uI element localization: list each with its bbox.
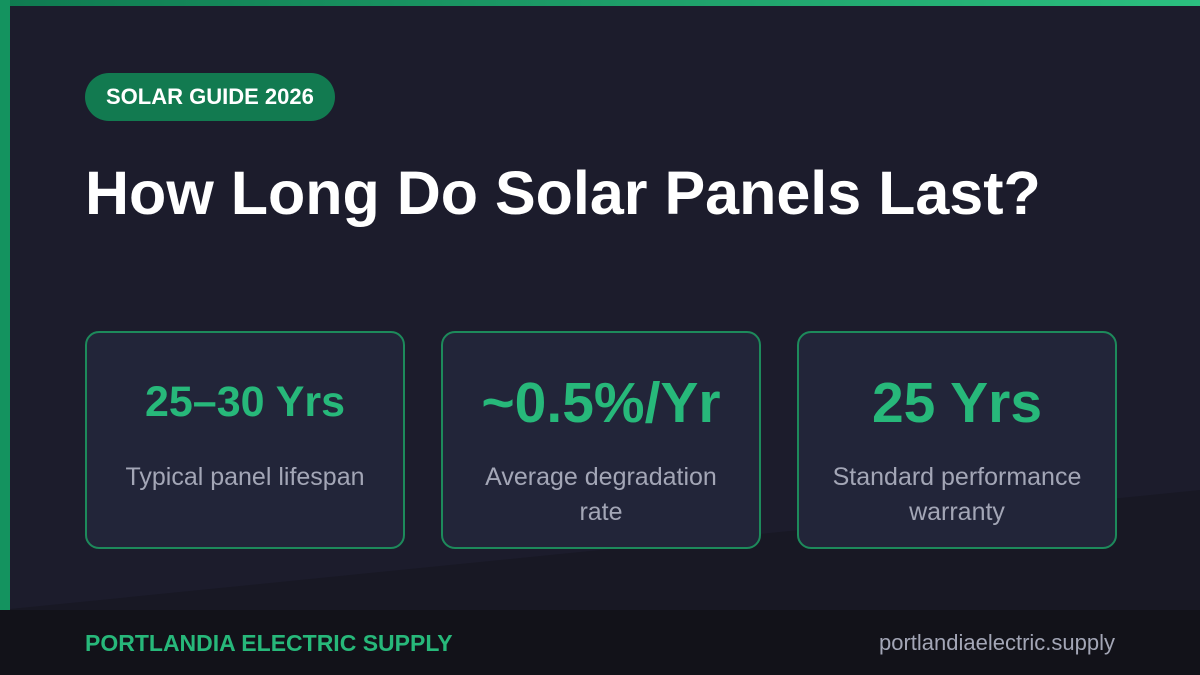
footer: PORTLANDIA ELECTRIC SUPPLY portlandiaele… [0,610,1200,675]
stat-value: 25 Yrs [871,371,1043,435]
top-accent [0,0,1200,6]
badge: SOLAR GUIDE 2026 [85,73,335,121]
brand: PORTLANDIA ELECTRIC SUPPLY [85,630,453,656]
stat-label: Average degradation rate [485,463,717,526]
stat-value: ~0.5%/Yr [481,371,721,435]
stat-label: Standard performance warranty [832,463,1082,526]
stat-card: ~0.5%/Yr Average degradation rate [441,331,761,549]
left-accent [0,0,10,610]
stat-card: 25–30 Yrs Typical panel lifespan [85,331,405,549]
stat-card: 25 Yrs Standard performance warranty [797,331,1117,549]
title: How Long Do Solar Panels Last? [85,159,1041,227]
stat-value: 25–30 Yrs [144,378,346,426]
url: portlandiaelectric.supply [878,630,1115,655]
stat-label: Typical panel lifespan [125,463,365,491]
